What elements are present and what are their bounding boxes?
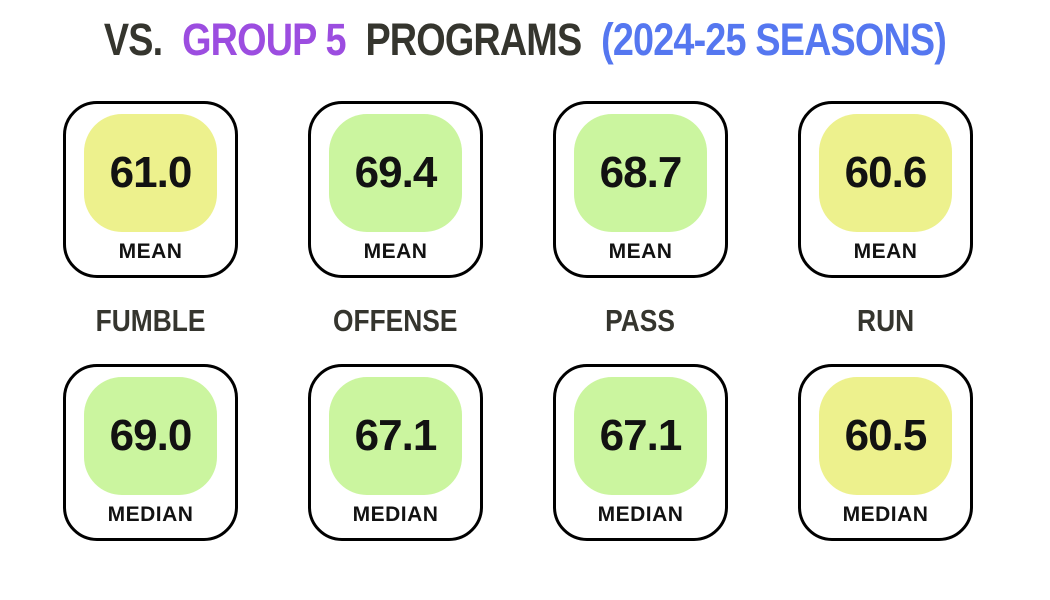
mean-card: 68.7 MEAN [553, 101, 728, 278]
page-title: VS. GROUP 5 PROGRAMS (2024-25 SEASONS) [84, 14, 966, 66]
mean-value: 61.0 [109, 148, 193, 197]
median-card: 67.1 MEDIAN [308, 364, 483, 541]
mean-value: 68.7 [599, 148, 683, 197]
median-label: MEDIAN [352, 502, 439, 526]
median-card: 69.0 MEDIAN [63, 364, 238, 541]
stat-name-label: FUMBLE [95, 303, 206, 338]
mean-card: 60.6 MEAN [798, 101, 973, 278]
stat-name-label: RUN [856, 303, 915, 338]
median-value: 67.1 [354, 411, 438, 460]
mean-label: MEAN [118, 239, 183, 263]
stat-name-label: OFFENSE [333, 303, 458, 338]
title-seasons: (2024-25 SEASONS) [601, 14, 947, 65]
median-value: 60.5 [844, 411, 928, 460]
median-value-tile: 60.5 [819, 377, 952, 495]
mean-card: 69.4 MEAN [308, 101, 483, 278]
stat-column: 69.4 MEAN OFFENSE 67.1 MEDIAN [308, 101, 483, 541]
title-group5: GROUP 5 [182, 14, 346, 65]
mean-value-tile: 69.4 [329, 114, 462, 232]
mean-label: MEAN [363, 239, 428, 263]
median-card: 67.1 MEDIAN [553, 364, 728, 541]
mean-value-tile: 60.6 [819, 114, 952, 232]
stat-column: 68.7 MEAN PASS 67.1 MEDIAN [553, 101, 728, 541]
median-label: MEDIAN [597, 502, 684, 526]
stat-name-label: PASS [605, 303, 676, 338]
median-value-tile: 67.1 [574, 377, 707, 495]
median-label: MEDIAN [107, 502, 194, 526]
stats-grid: 61.0 MEAN FUMBLE 69.0 MEDIAN 69.4 MEAN O… [63, 101, 973, 541]
mean-value-tile: 61.0 [84, 114, 217, 232]
stat-column: 60.6 MEAN RUN 60.5 MEDIAN [798, 101, 973, 541]
mean-value: 60.6 [844, 148, 928, 197]
mean-value-tile: 68.7 [574, 114, 707, 232]
median-value: 67.1 [599, 411, 683, 460]
title-programs: PROGRAMS [365, 14, 582, 65]
median-value-tile: 69.0 [84, 377, 217, 495]
mean-card: 61.0 MEAN [63, 101, 238, 278]
mean-label: MEAN [608, 239, 673, 263]
mean-label: MEAN [853, 239, 918, 263]
mean-value: 69.4 [354, 148, 438, 197]
median-label: MEDIAN [842, 502, 929, 526]
stat-column: 61.0 MEAN FUMBLE 69.0 MEDIAN [63, 101, 238, 541]
median-card: 60.5 MEDIAN [798, 364, 973, 541]
median-value: 69.0 [109, 411, 193, 460]
median-value-tile: 67.1 [329, 377, 462, 495]
title-vs: VS. [103, 14, 163, 65]
